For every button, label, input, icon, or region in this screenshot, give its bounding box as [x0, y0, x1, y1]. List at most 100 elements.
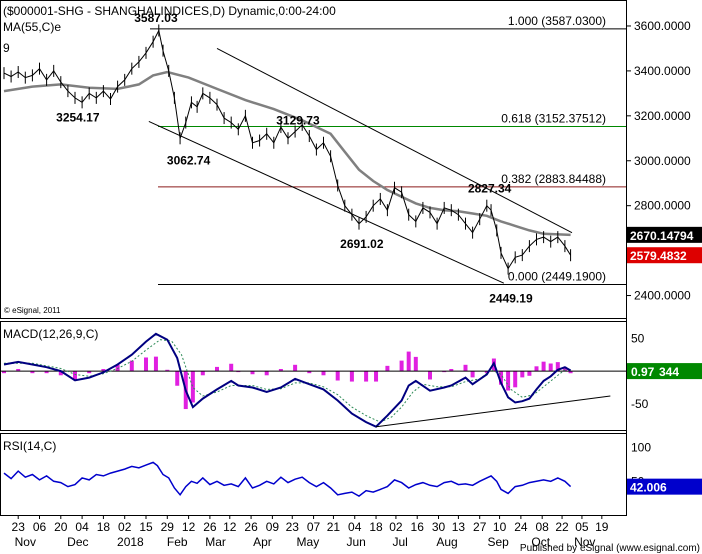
time-tick-label-9: 26	[203, 520, 217, 534]
rsi-label: RSI(14,C)	[3, 439, 56, 453]
time-tick-label-2: 20	[54, 520, 68, 534]
last_price-badge	[627, 247, 702, 264]
macd-histogram-bar	[548, 363, 553, 372]
macd-histogram-bar	[264, 371, 269, 376]
macd-histogram-bar	[144, 357, 148, 372]
macd-histogram-bar	[470, 371, 475, 378]
macd-histogram-bar	[506, 371, 511, 391]
channel-lower-line	[148, 120, 505, 284]
time-tick-label-12: 09	[266, 520, 280, 534]
time-tick-label-4: 18	[97, 520, 111, 534]
macd-histogram-bar	[499, 371, 503, 385]
macd-histogram-bar	[16, 368, 21, 372]
time-tick-label-25: 08	[536, 520, 550, 534]
time-tick-label-22: 27	[473, 520, 487, 534]
time-tick-label-11: 26	[244, 520, 258, 534]
macd-histogram-bar	[321, 371, 326, 376]
macd-histogram-bar	[44, 371, 49, 374]
rsi-value-badge	[627, 478, 702, 495]
macd-histogram-bar	[58, 371, 63, 376]
ma-value-fragment: 9	[3, 41, 10, 55]
time-tick-label-26: 22	[555, 520, 569, 534]
macd-histogram-bar	[513, 371, 518, 388]
time-tick-label-21: 13	[452, 520, 466, 534]
macd-histogram-bar	[73, 371, 77, 381]
time-month-label-1: Dec	[67, 535, 88, 549]
macd-histogram-bar	[562, 366, 567, 372]
time-tick-label-13: 23	[286, 520, 300, 534]
macd-trendline	[375, 395, 611, 428]
macd-histogram-bar	[541, 361, 546, 372]
macd-histogram-bar	[153, 356, 158, 372]
last_ma-badge-label: 2670.14794	[630, 229, 694, 243]
macd-histogram-bar	[463, 364, 468, 372]
time-month-label-8: Jul	[393, 535, 408, 549]
macd-value-fragment: 344	[659, 365, 679, 379]
macd-histogram-bar	[374, 371, 379, 382]
macd-histogram-bar	[215, 366, 219, 372]
macd-histogram-bar	[307, 371, 312, 374]
macd-histogram-bar	[484, 371, 489, 373]
macd-histogram-bar	[30, 371, 35, 374]
macd-histogram-bar	[200, 371, 205, 376]
macd-histogram-bar	[555, 362, 560, 372]
macd-histogram-bar	[520, 371, 525, 378]
fibonacci-levels: 1.000 (3587.0300) 0.618 (3152.37512) 0.382…	[150, 14, 626, 285]
macd-histogram-bar	[87, 371, 92, 374]
time-tick-label-27: 05	[575, 520, 589, 534]
price-layer	[3, 24, 572, 275]
time-tick-label-19: 16	[411, 520, 425, 534]
time-axis: 23 06 20 04 18 02 15 29 12 26 12 26 09 23 07 21 04 18 02 16…	[12, 515, 609, 549]
rsi-tick-label-0: 100	[631, 441, 651, 455]
macd-histogram-bar	[399, 360, 404, 372]
rsi-panel-frame	[0, 433, 627, 516]
macd-tick-label-0: 50	[631, 331, 645, 345]
macd-histogram-bar	[250, 371, 255, 375]
annotation-4: 2691.02	[340, 237, 384, 251]
annotation-5: 2827.34	[468, 182, 512, 196]
time-month-label-0: Nov	[15, 535, 36, 549]
time-tick-label-1: 06	[33, 520, 47, 534]
macd-histogram-bar	[229, 363, 234, 372]
macd-histogram-bar	[165, 369, 170, 372]
macd-line	[3, 332, 572, 428]
macd-layer: 50 -50 0.97 344	[0, 331, 702, 428]
macd-histogram-bar	[428, 371, 432, 380]
macd-histogram-bar	[129, 360, 134, 372]
time-month-label-5: Apr	[253, 535, 272, 549]
macd-histogram-bar	[568, 371, 573, 374]
last_ma-badge	[627, 226, 702, 243]
annotation-3: 3129.73	[276, 114, 320, 128]
fib-label-1: 0.618 (3152.37512)	[501, 112, 606, 126]
ma-label: MA(55,C)e	[3, 20, 61, 34]
price-tick-label-4: 2800.0000	[634, 199, 691, 213]
price-tick-label-0: 3600.0000	[634, 19, 691, 33]
time-month-label-2: 2018	[117, 535, 144, 549]
macd-histogram-bar	[101, 368, 106, 372]
time-tick-label-14: 07	[307, 520, 321, 534]
time-month-label-6: May	[297, 535, 320, 549]
time-month-label-3: Feb	[167, 535, 188, 549]
macd-histogram-bar	[293, 364, 298, 372]
annotation-1: 3254.17	[56, 111, 100, 125]
time-tick-label-5: 02	[118, 520, 132, 534]
time-tick-label-6: 15	[139, 520, 153, 534]
watermark: © eSignal, 2011	[4, 306, 61, 315]
price-tick-label-2: 3200.0000	[634, 109, 691, 123]
fib-label-0: 1.000 (3587.0300)	[508, 14, 606, 28]
macd-histogram-bar	[175, 371, 180, 386]
macd-histogram-bar	[442, 371, 447, 373]
time-tick-label-16: 04	[348, 520, 362, 534]
annotation-6: 2449.19	[489, 291, 533, 305]
time-tick-label-18: 02	[389, 520, 403, 534]
time-month-label-9: Aug	[436, 535, 457, 549]
macd-histogram-bar	[364, 371, 369, 382]
time-tick-label-15: 21	[327, 520, 341, 534]
macd-histogram-bar	[335, 371, 340, 381]
time-month-label-10: Sep	[487, 535, 509, 549]
macd-histogram-bar	[2, 371, 6, 374]
last_price-badge-label: 2579.4832	[630, 249, 687, 263]
macd-histogram-bar	[406, 351, 411, 372]
